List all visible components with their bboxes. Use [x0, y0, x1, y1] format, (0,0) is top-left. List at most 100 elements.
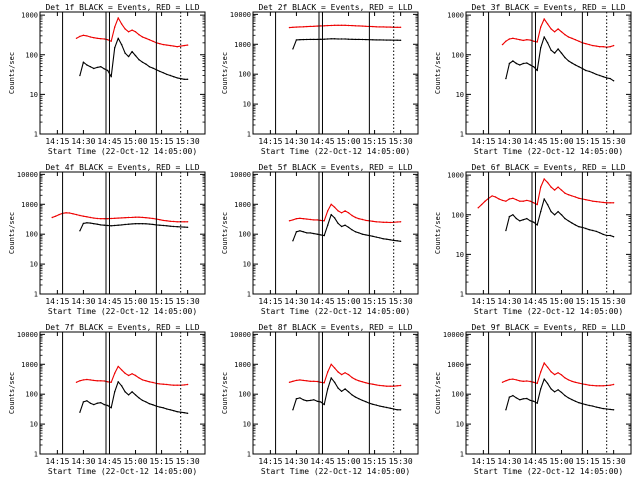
data-point	[599, 74, 601, 77]
data-point	[522, 380, 524, 382]
data-point	[585, 199, 587, 201]
data-point	[560, 391, 563, 394]
data-point	[557, 28, 559, 30]
data-point	[526, 62, 528, 64]
data-point	[512, 214, 514, 216]
data-point	[557, 389, 559, 391]
data-point	[299, 397, 301, 399]
y-tick-label: 10	[30, 421, 38, 429]
data-point	[588, 404, 590, 407]
data-point	[508, 38, 511, 40]
data-point	[162, 72, 164, 74]
data-point	[145, 63, 147, 65]
data-point	[302, 399, 305, 401]
data-point	[602, 233, 604, 236]
x-tick-label: 15:15	[150, 137, 174, 146]
data-point	[550, 186, 552, 188]
x-axis-label: Start Time (22-Oct-12 14:05:00)	[261, 147, 410, 156]
data-point	[553, 52, 556, 54]
y-axis-label: Counts/sec	[434, 372, 442, 414]
data-point	[578, 40, 580, 42]
data-point	[396, 385, 398, 387]
x-tick-label: 15:30	[389, 297, 413, 306]
data-point	[571, 398, 573, 401]
series-lld	[501, 362, 615, 387]
y-axis-label: Counts/sec	[8, 212, 16, 254]
data-point	[375, 39, 377, 41]
data-point	[574, 400, 577, 402]
data-point	[313, 399, 315, 401]
x-tick-label: 14:45	[310, 457, 334, 466]
data-point	[309, 218, 311, 221]
data-point	[606, 202, 608, 204]
data-point	[361, 25, 364, 27]
data-point	[491, 195, 493, 197]
data-point	[543, 362, 545, 364]
data-point	[96, 380, 99, 382]
data-point	[96, 217, 99, 220]
data-point	[358, 218, 360, 220]
x-tick-label: 14:30	[284, 137, 308, 146]
data-point	[166, 408, 168, 410]
data-point	[375, 404, 377, 406]
data-point	[145, 380, 147, 382]
data-point	[79, 411, 81, 413]
data-point	[571, 195, 573, 197]
data-point	[75, 213, 78, 216]
data-point	[540, 388, 542, 390]
data-point	[330, 38, 332, 40]
series-events	[505, 378, 615, 411]
data-point	[86, 64, 88, 66]
x-tick-label: 15:00	[336, 457, 360, 466]
data-point	[159, 383, 161, 385]
data-point	[89, 222, 92, 224]
x-tick-label: 14:30	[497, 457, 521, 466]
chart-svg: 14:15 14:30 14:45 15:00 15:15 15:30 1 10 100 1000…	[221, 323, 419, 476]
data-point	[302, 26, 305, 28]
series-lld	[75, 17, 189, 48]
data-point	[546, 181, 549, 184]
data-point	[107, 224, 109, 227]
data-point	[351, 214, 353, 217]
data-point	[330, 203, 332, 205]
data-point	[54, 215, 57, 217]
data-point	[372, 39, 374, 41]
data-point	[494, 196, 497, 198]
data-point	[536, 224, 538, 226]
data-point	[522, 39, 524, 42]
data-point	[393, 239, 395, 242]
data-point	[176, 46, 178, 48]
data-point	[526, 217, 528, 220]
data-point	[141, 61, 144, 63]
x-tick-label: 15:15	[363, 457, 387, 466]
data-point	[609, 202, 611, 204]
x-tick-label: 14:15	[471, 457, 495, 466]
data-point	[340, 212, 343, 214]
data-point	[114, 47, 116, 49]
data-point	[145, 223, 147, 225]
data-point	[159, 70, 161, 73]
y-axis-label: Counts/sec	[8, 52, 16, 94]
data-point	[186, 78, 189, 81]
series-line-lld	[502, 18, 614, 48]
data-point	[138, 34, 140, 36]
data-point	[389, 39, 391, 41]
data-point	[117, 17, 119, 19]
data-point	[327, 38, 329, 40]
data-point	[546, 23, 549, 25]
data-point	[166, 225, 168, 227]
data-point	[162, 383, 164, 385]
plot-frame	[39, 331, 206, 455]
x-tick-label: 14:45	[523, 457, 547, 466]
data-point	[120, 217, 123, 219]
series-line-events	[292, 214, 401, 242]
data-point	[399, 384, 402, 387]
y-tick-label: 100	[25, 231, 38, 239]
data-point	[599, 407, 601, 409]
data-point	[399, 240, 402, 242]
data-point	[173, 225, 175, 228]
data-point	[354, 378, 357, 381]
data-point	[365, 25, 367, 27]
data-point	[351, 38, 353, 40]
x-tick-label: 15:00	[549, 297, 573, 306]
